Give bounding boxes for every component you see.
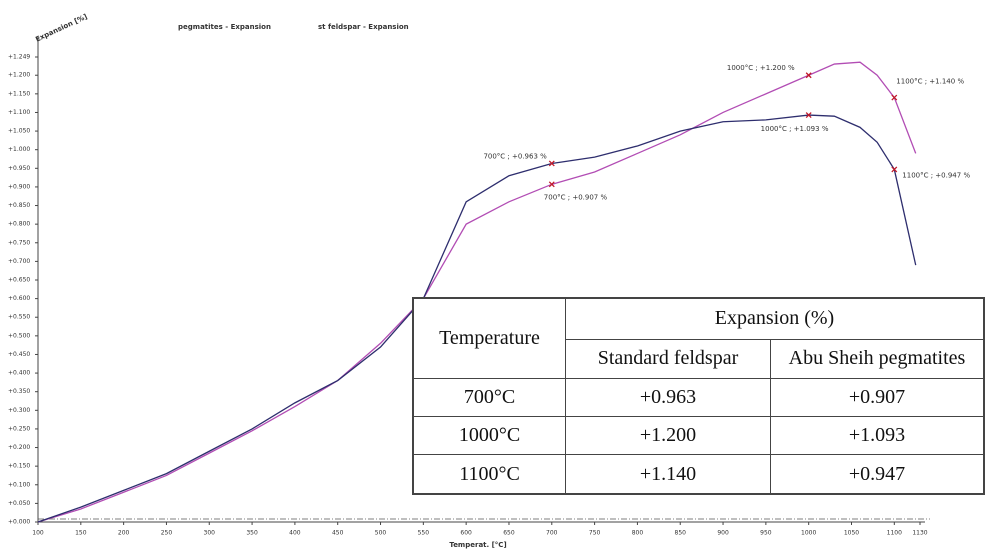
annotation-marker bbox=[805, 72, 812, 79]
y-tick-label: +0.500 bbox=[8, 332, 30, 339]
x-tick-label: 800 bbox=[632, 530, 644, 537]
y-tick-label: +0.700 bbox=[8, 258, 30, 265]
x-tick-label: 350 bbox=[246, 530, 258, 537]
data-table: Temperature Expansion (%) Standard feldsp… bbox=[412, 297, 985, 495]
y-tick-label: +0.050 bbox=[8, 500, 30, 507]
annotation-marker bbox=[891, 166, 898, 173]
y-tick-label: +1.150 bbox=[8, 90, 30, 97]
x-tick-label: 650 bbox=[503, 530, 515, 537]
series-line bbox=[37, 114, 917, 523]
y-tick-label: +0.800 bbox=[8, 221, 30, 228]
y-tick-label: +0.650 bbox=[8, 277, 30, 284]
y-tick-label: +0.300 bbox=[8, 407, 30, 414]
x-tick-label: 1100 bbox=[887, 530, 902, 537]
table-cell: 1000°C bbox=[412, 415, 566, 456]
x-tick-label: 300 bbox=[204, 530, 216, 537]
y-tick-label: +0.550 bbox=[8, 314, 30, 321]
x-tick-label: 900 bbox=[717, 530, 729, 537]
x-tick-label: 750 bbox=[589, 530, 601, 537]
table-header: Expansion (%) bbox=[565, 297, 985, 340]
table-cell: +1.140 bbox=[565, 454, 771, 495]
y-tick-label: +0.600 bbox=[8, 295, 30, 302]
legend-entry: pegmatites - Expansion bbox=[178, 23, 271, 31]
y-tick-label: +0.250 bbox=[8, 425, 30, 432]
annotation: 1000°C ; +1.093 % bbox=[761, 125, 829, 133]
y-tick-label: +0.400 bbox=[8, 370, 30, 377]
legend-entry: st feldspar - Expansion bbox=[318, 23, 409, 31]
y-tick-label: +0.150 bbox=[8, 463, 30, 470]
annotation-marker bbox=[805, 112, 812, 119]
y-tick-label: +1.200 bbox=[8, 72, 30, 79]
y-tick-label: +0.850 bbox=[8, 202, 30, 209]
x-tick-label: 1050 bbox=[844, 530, 859, 537]
x-axis-label: Temperat. [°C] bbox=[449, 541, 506, 549]
y-tick-label: +0.200 bbox=[8, 444, 30, 451]
table-cell: +0.963 bbox=[565, 377, 771, 417]
x-tick-label: 1130 bbox=[912, 530, 927, 537]
x-tick-label: 150 bbox=[75, 530, 87, 537]
x-tick-label: 450 bbox=[332, 530, 344, 537]
y-tick-label: +0.100 bbox=[8, 481, 30, 488]
y-tick-label: +1.249 bbox=[8, 53, 30, 60]
y-tick-label: +1.100 bbox=[8, 109, 30, 116]
table-header: Temperature bbox=[412, 297, 566, 379]
y-axis-label: Expansion [%] bbox=[34, 13, 88, 44]
annotation-marker bbox=[548, 160, 555, 167]
x-tick-label: 1000 bbox=[801, 530, 816, 537]
annotation: 1000°C ; +1.200 % bbox=[727, 64, 795, 72]
series-line bbox=[37, 61, 917, 523]
annotation: 700°C ; +0.907 % bbox=[544, 193, 608, 201]
table-cell: 700°C bbox=[412, 377, 566, 417]
annotation-marker bbox=[548, 181, 555, 188]
table-header: Standard feldspar bbox=[565, 338, 771, 379]
x-tick-label: 250 bbox=[161, 530, 173, 537]
table-cell: +1.200 bbox=[565, 415, 771, 456]
y-tick-label: +0.000 bbox=[8, 519, 30, 526]
table-cell: +1.093 bbox=[770, 415, 985, 456]
annotation: 1100°C ; +0.947 % bbox=[902, 171, 970, 179]
table-cell: +0.947 bbox=[770, 454, 985, 495]
x-tick-label: 950 bbox=[760, 530, 772, 537]
table-header: Abu Sheih pegmatites bbox=[770, 338, 985, 379]
x-tick-label: 200 bbox=[118, 530, 130, 537]
table-cell: 1100°C bbox=[412, 454, 566, 495]
y-tick-label: +0.350 bbox=[8, 388, 30, 395]
annotation: 1100°C ; +1.140 % bbox=[896, 78, 964, 86]
y-tick-label: +0.900 bbox=[8, 183, 30, 190]
y-tick-label: +0.450 bbox=[8, 351, 30, 358]
x-tick-label: 550 bbox=[418, 530, 430, 537]
annotation: 700°C ; +0.963 % bbox=[483, 152, 547, 160]
x-tick-label: 100 bbox=[32, 530, 44, 537]
y-tick-label: +1.000 bbox=[8, 146, 30, 153]
x-tick-label: 850 bbox=[675, 530, 687, 537]
y-tick-label: +0.950 bbox=[8, 165, 30, 172]
x-tick-label: 500 bbox=[375, 530, 387, 537]
y-tick-label: +0.750 bbox=[8, 239, 30, 246]
x-tick-label: 400 bbox=[289, 530, 301, 537]
table-cell: +0.907 bbox=[770, 377, 985, 417]
y-tick-label: +1.050 bbox=[8, 128, 30, 135]
x-tick-label: 700 bbox=[546, 530, 558, 537]
x-tick-label: 600 bbox=[460, 530, 472, 537]
annotation-marker bbox=[891, 94, 898, 101]
